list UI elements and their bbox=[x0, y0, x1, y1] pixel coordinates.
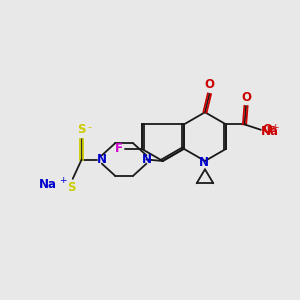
Text: S: S bbox=[67, 181, 76, 194]
Text: O: O bbox=[263, 123, 273, 136]
Text: +: + bbox=[59, 176, 67, 185]
Text: O: O bbox=[204, 78, 214, 92]
Text: Na: Na bbox=[39, 178, 57, 191]
Text: N: N bbox=[97, 153, 107, 166]
Text: S: S bbox=[77, 123, 86, 136]
Text: -: - bbox=[87, 122, 91, 132]
Text: N: N bbox=[141, 153, 152, 166]
Text: +: + bbox=[271, 123, 279, 132]
Text: N: N bbox=[199, 156, 208, 169]
Text: F: F bbox=[115, 142, 123, 155]
Text: Na: Na bbox=[261, 125, 279, 138]
Text: -: - bbox=[270, 120, 275, 133]
Text: O: O bbox=[241, 91, 251, 103]
